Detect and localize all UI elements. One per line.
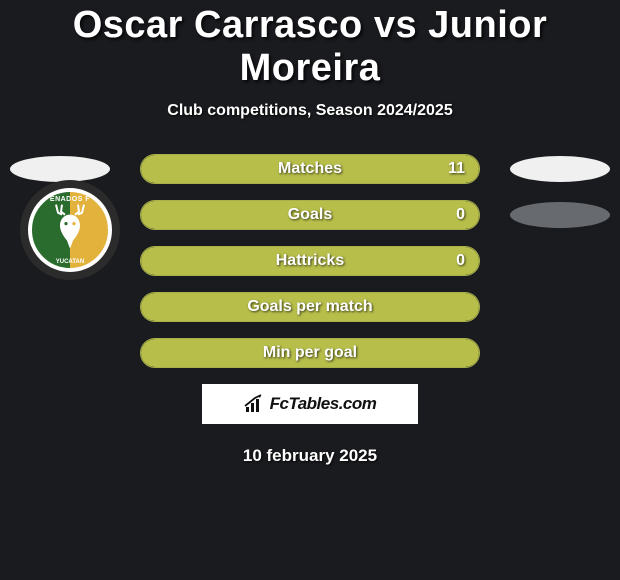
brand-text: FcTables.com [270,394,377,414]
deer-icon [47,203,93,260]
right-ellipse [510,156,610,182]
stat-bar: Goals per match [140,292,480,322]
stat-bar: Matches 11 [140,154,480,184]
stat-label: Min per goal [263,344,357,362]
stat-label: Hattricks [276,252,344,270]
club-badge: ENADOS F YUCATAN [20,180,120,280]
left-ellipse [10,156,110,182]
chart-icon [244,394,266,414]
stat-value: 0 [456,206,465,224]
stat-label: Goals per match [247,298,372,316]
stat-label: Goals [288,206,332,224]
stat-row: Matches 11 [0,154,620,184]
brand-box: FcTables.com [202,384,418,424]
subtitle: Club competitions, Season 2024/2025 [0,102,620,120]
date-line: 10 february 2025 [0,446,620,466]
stat-value: 0 [456,252,465,270]
page-title: Oscar Carrasco vs Junior Moreira [0,0,620,90]
right-ellipse [510,202,610,228]
stat-value: 11 [448,160,465,178]
badge-bottom-text: YUCATAN [32,259,108,265]
stat-bar: Goals 0 [140,200,480,230]
stat-row: Min per goal [0,338,620,368]
stat-bar: Min per goal [140,338,480,368]
stat-row: Goals per match [0,292,620,322]
stat-bar: Hattricks 0 [140,246,480,276]
stat-label: Matches [278,160,342,178]
